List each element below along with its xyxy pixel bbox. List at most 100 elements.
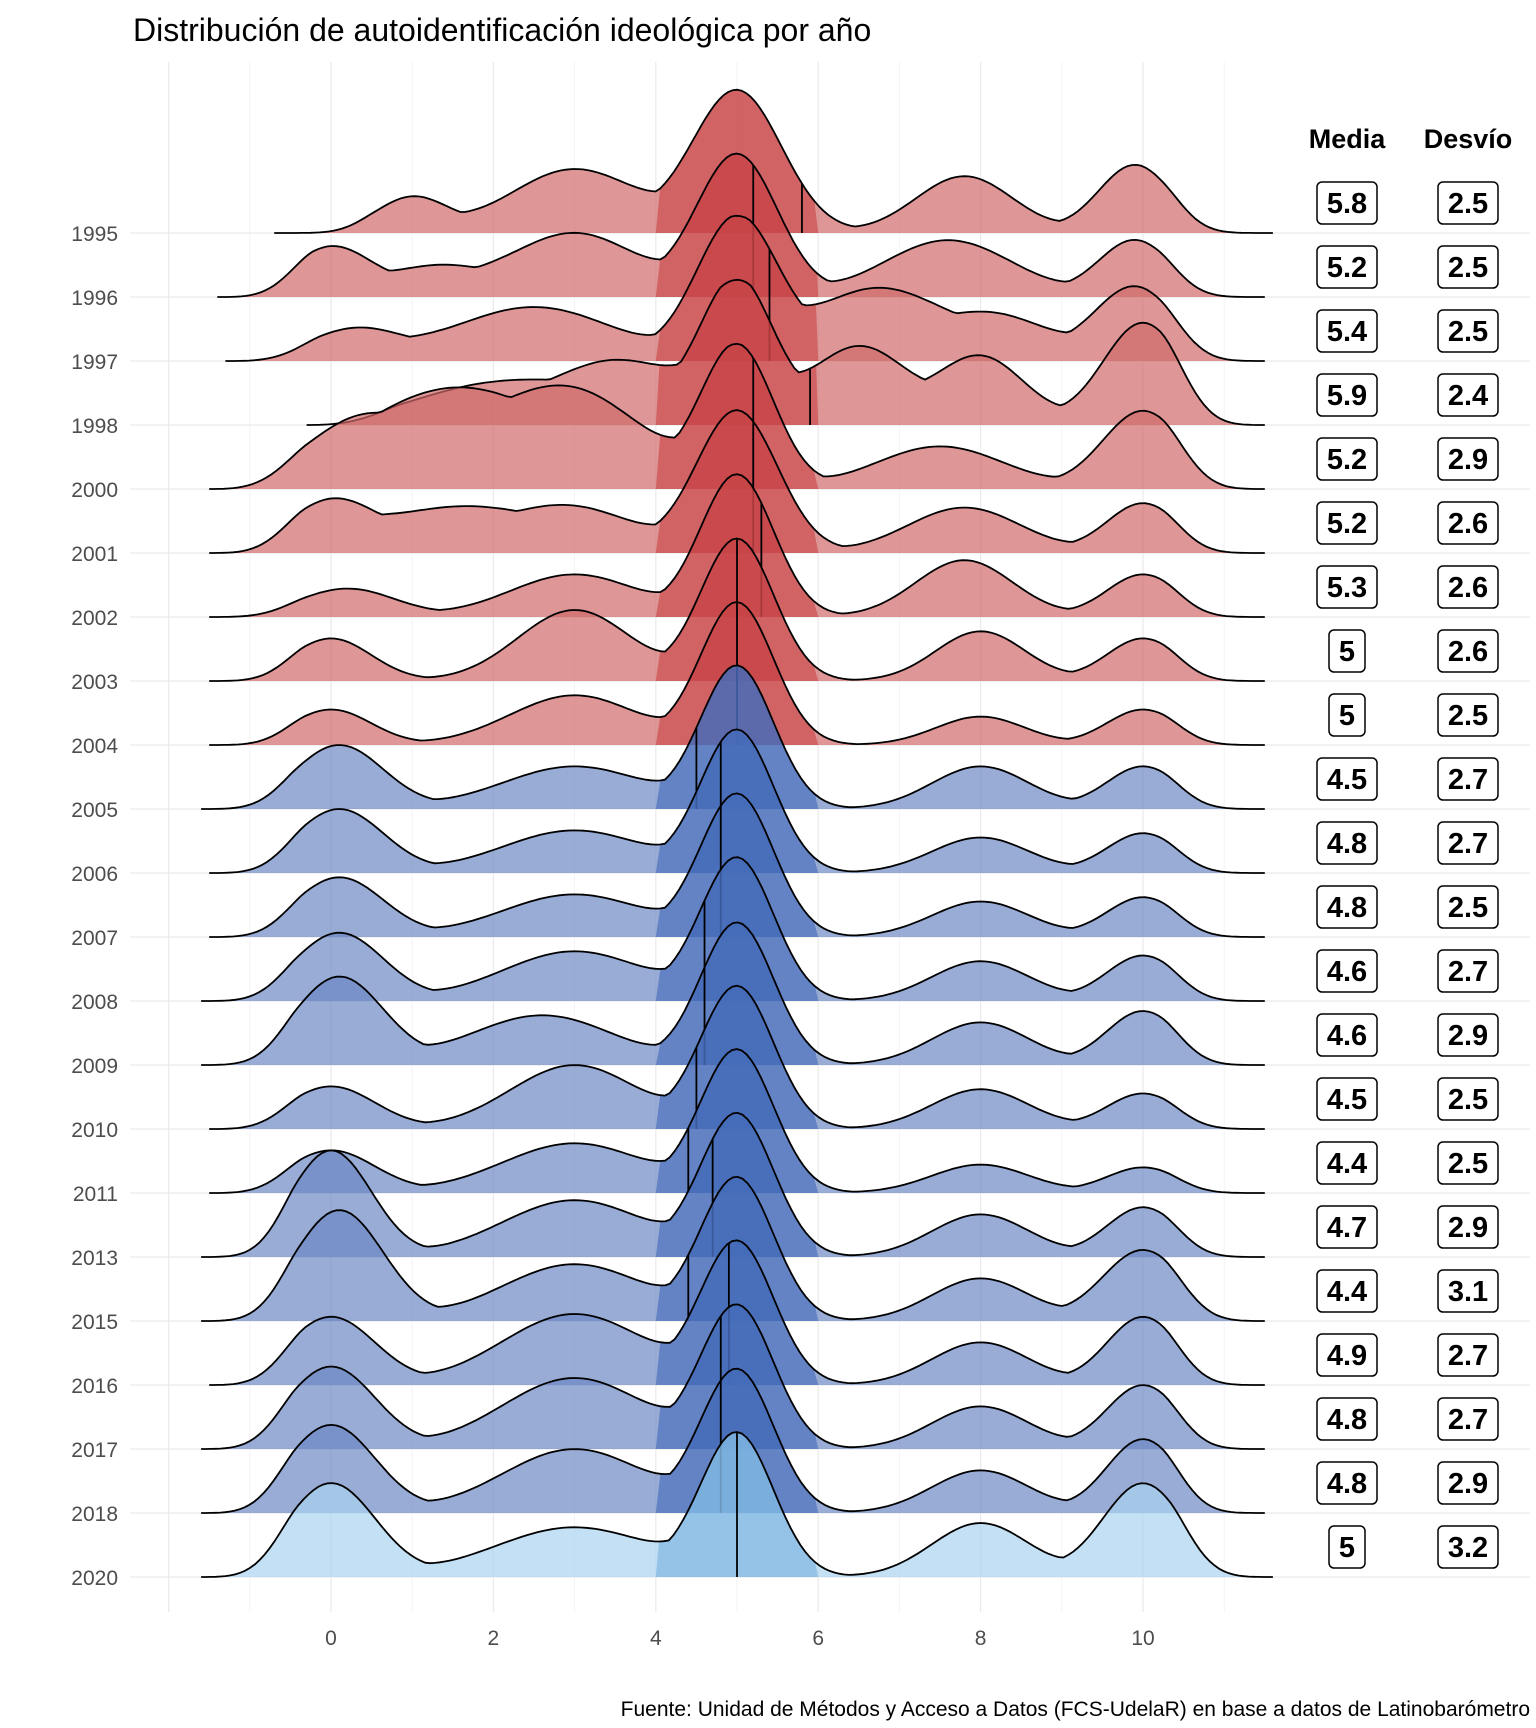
mean-header: Media <box>1309 124 1387 154</box>
x-tick-label: 10 <box>1131 1627 1154 1650</box>
mean-label: 5 <box>1339 700 1355 732</box>
mean-label: 4.4 <box>1327 1276 1367 1308</box>
ridge-outline <box>209 342 1265 490</box>
ridges-layer <box>201 88 1273 1578</box>
mean-box <box>1316 757 1378 801</box>
mean-box <box>1316 501 1378 545</box>
mean-label: 4.4 <box>1327 1148 1367 1180</box>
mean-box <box>1316 565 1378 609</box>
mean-label: 4.7 <box>1327 1212 1367 1244</box>
mean-label: 4.8 <box>1327 1404 1367 1436</box>
ridge-area <box>274 89 1273 233</box>
y-tick-label: 2009 <box>71 1055 118 1078</box>
sd-label: 2.5 <box>1448 1148 1488 1180</box>
ridge-outline <box>225 214 1265 362</box>
mean-label: 5.3 <box>1327 572 1367 604</box>
sd-box <box>1437 1077 1499 1121</box>
mean-label: 4.6 <box>1327 1020 1367 1052</box>
sd-box <box>1437 1461 1499 1505</box>
x-axis-labels: 0 2 4 6 8 10 <box>325 1627 1155 1650</box>
y-tick-label: 1997 <box>71 351 118 374</box>
x-tick-label: 0 <box>325 1627 337 1650</box>
sd-box <box>1437 437 1499 481</box>
ridge-outline <box>209 1048 1265 1194</box>
sd-label: 2.7 <box>1448 956 1488 988</box>
sd-label: 2.6 <box>1448 636 1488 668</box>
ridge-outline <box>274 88 1273 234</box>
y-tick-label: 2005 <box>71 799 118 822</box>
mean-box <box>1316 1013 1378 1057</box>
sd-label: 2.9 <box>1448 1468 1488 1500</box>
y-tick-label: 2002 <box>71 607 118 630</box>
mean-box <box>1316 373 1378 417</box>
y-tick-label: 2010 <box>71 1119 118 1142</box>
x-tick-label: 6 <box>812 1627 824 1650</box>
y-tick-label: 2001 <box>71 543 118 566</box>
sd-box <box>1437 1141 1499 1185</box>
ridge-outline <box>209 473 1265 618</box>
y-tick-label: 2000 <box>71 479 118 502</box>
ridge-outline <box>201 1303 1265 1450</box>
ridge-outline <box>201 1175 1265 1322</box>
sd-label: 2.9 <box>1448 444 1488 476</box>
mean-label: 4.8 <box>1327 892 1367 924</box>
ridge-outline <box>217 152 1265 298</box>
y-tick-label: 2004 <box>71 735 118 758</box>
mean-box <box>1316 949 1378 993</box>
y-tick-label: 2020 <box>71 1567 118 1590</box>
sd-box <box>1437 1333 1499 1377</box>
mean-label: 4.8 <box>1327 1468 1367 1500</box>
ridge-outline <box>201 1111 1265 1258</box>
ridge-outline <box>201 921 1265 1066</box>
mean-label: 4.6 <box>1327 956 1367 988</box>
y-tick-label: 2018 <box>71 1503 118 1526</box>
mean-label: 5 <box>1339 1532 1355 1564</box>
mean-box <box>1316 885 1378 929</box>
mean-box <box>1316 1205 1378 1249</box>
y-tick-label: 2011 <box>73 1183 118 1206</box>
ridge-outline <box>209 409 1265 554</box>
sd-box <box>1437 501 1499 545</box>
sd-box <box>1437 1269 1499 1313</box>
sd-box <box>1437 1205 1499 1249</box>
sd-label: 2.5 <box>1448 188 1488 220</box>
mean-box <box>1316 309 1378 353</box>
ridge-outline <box>209 792 1265 938</box>
sd-label: 2.4 <box>1448 380 1488 412</box>
ridge-outline <box>306 278 1265 426</box>
mean-label: 5 <box>1339 636 1355 668</box>
ridge-outline <box>201 1367 1265 1514</box>
mean-box <box>1328 693 1366 737</box>
sd-box <box>1437 1013 1499 1057</box>
sd-box <box>1437 309 1499 353</box>
sd-box <box>1437 565 1499 609</box>
mean-box <box>1316 1141 1378 1185</box>
sd-label: 2.7 <box>1448 828 1488 860</box>
ridge-outline <box>209 1239 1265 1386</box>
mean-label: 5.9 <box>1327 380 1367 412</box>
sd-box <box>1437 821 1499 865</box>
sd-header: Desvío <box>1424 124 1513 154</box>
chart-title: Distribución de autoidentificación ideol… <box>133 12 871 48</box>
mean-box <box>1328 1525 1366 1569</box>
mean-label: 5.8 <box>1327 188 1367 220</box>
sd-label: 3.2 <box>1448 1532 1488 1564</box>
sd-box <box>1437 1525 1499 1569</box>
sd-box <box>1437 949 1499 993</box>
sd-label: 2.5 <box>1448 252 1488 284</box>
mean-box <box>1316 181 1378 225</box>
sd-label: 2.5 <box>1448 892 1488 924</box>
mean-label: 4.5 <box>1327 764 1367 796</box>
sd-label: 2.7 <box>1448 1404 1488 1436</box>
mean-label: 5.2 <box>1327 444 1367 476</box>
mean-box <box>1316 437 1378 481</box>
stats-table: Media Desvío 5.8 2.5 5.2 2.5 5.4 2.5 5.9 2.4 5.2… <box>1309 124 1513 1569</box>
y-tick-label: 2003 <box>71 671 118 694</box>
sd-label: 2.5 <box>1448 316 1488 348</box>
sd-box <box>1437 1397 1499 1441</box>
y-tick-label: 2013 <box>71 1247 118 1270</box>
sd-label: 2.7 <box>1448 1340 1488 1372</box>
mean-box <box>1316 1333 1378 1377</box>
mean-box <box>1316 1397 1378 1441</box>
y-tick-label: 1995 <box>71 223 118 246</box>
